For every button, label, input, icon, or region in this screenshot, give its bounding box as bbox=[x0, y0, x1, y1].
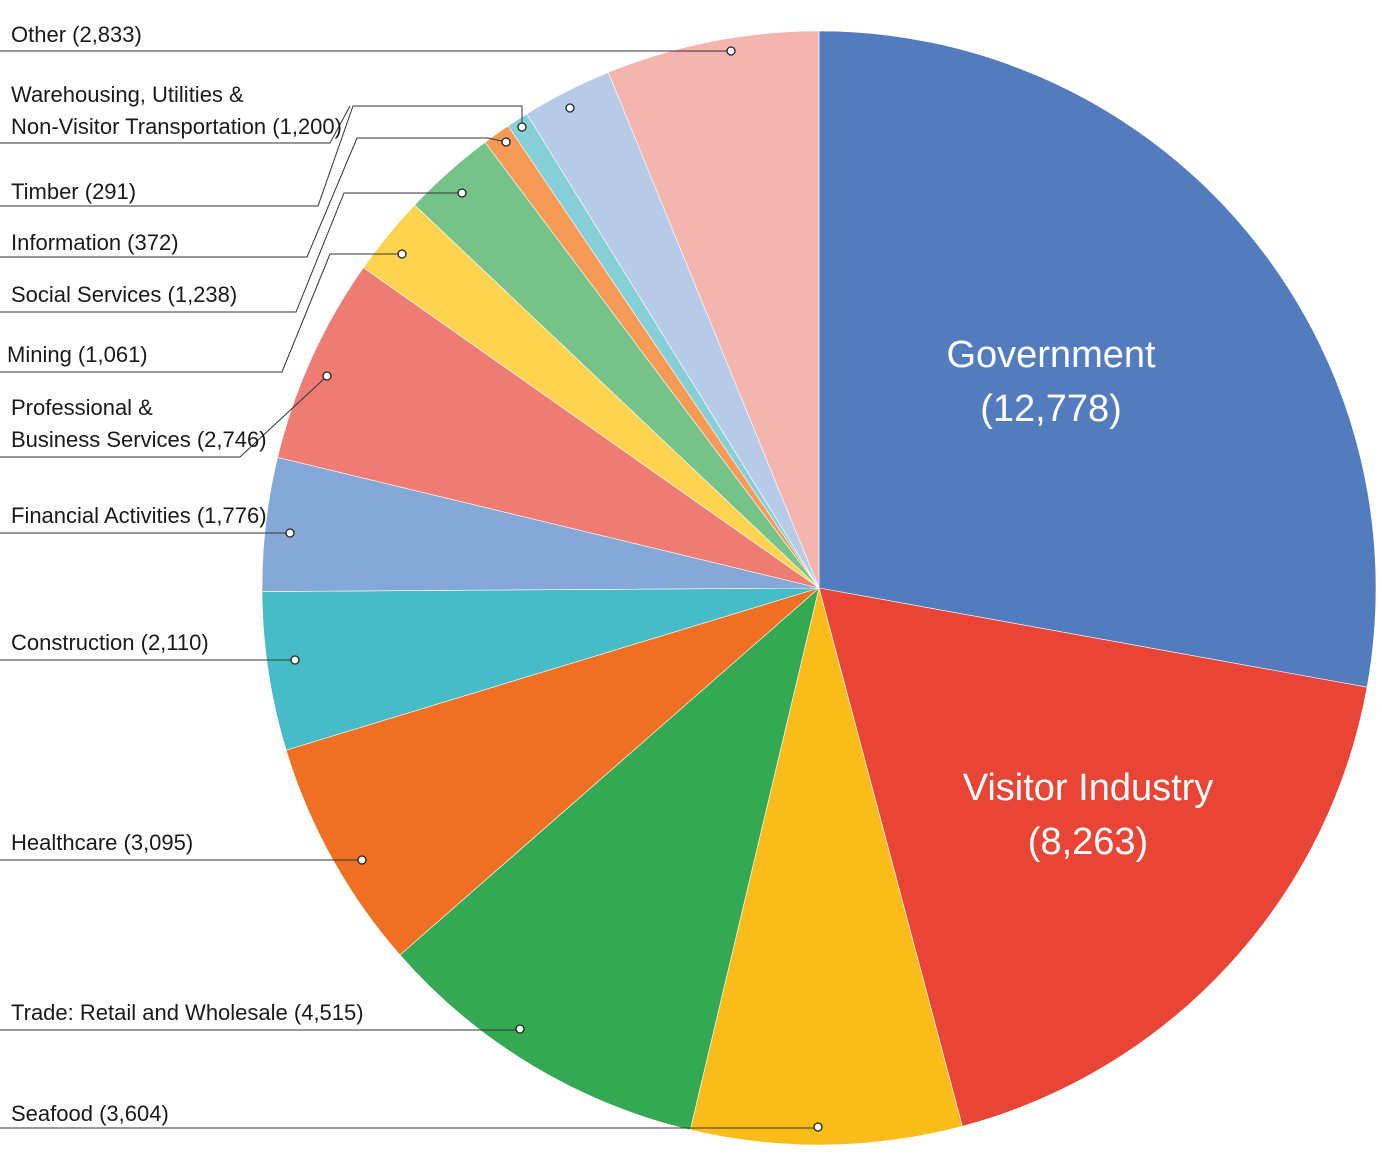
slice-label-timber: Timber (291) bbox=[11, 179, 136, 204]
slice-label-seafood: Seafood (3,604) bbox=[11, 1101, 169, 1126]
slice-label-other: Other (2,833) bbox=[11, 22, 142, 47]
pie-slices bbox=[261, 30, 1377, 1146]
slice-label-financial-activities: Financial Activities (1,776) bbox=[11, 503, 267, 528]
leader-dot-mining bbox=[397, 249, 407, 259]
leader-line-mining bbox=[0, 253, 402, 373]
leader-dot-financial-activities bbox=[285, 528, 295, 538]
pie-slice-healthcare bbox=[285, 587, 820, 956]
slice-label-healthcare: Healthcare (3,095) bbox=[11, 830, 193, 855]
pie-slice-government bbox=[818, 30, 1377, 688]
slice-label-mining: Mining (1,061) bbox=[7, 342, 148, 367]
leader-line-timber bbox=[0, 105, 523, 207]
leader-dot-other bbox=[726, 46, 736, 56]
slice-label-construction: Construction (2,110) bbox=[11, 630, 209, 655]
leader-dot-social-services bbox=[457, 188, 467, 198]
pie-slice-construction bbox=[261, 587, 820, 751]
leader-dot-trade-retail-and-wholesale bbox=[515, 1024, 525, 1034]
leader-dot-information bbox=[501, 137, 511, 147]
pie-slice-trade-retail-and-wholesale bbox=[399, 587, 820, 1131]
slice-label-warehousing-utilities-non-visitor-transportation: Warehousing, Utilities & Non-Visitor Tran… bbox=[11, 82, 342, 139]
pie-inside-labels: Government (12,778) Visitor Industry (8,263… bbox=[946, 334, 1213, 863]
slice-label-information: Information (372) bbox=[11, 230, 179, 255]
pie-external-labels: Seafood (3,604) Trade: Retail and Wholesa… bbox=[7, 22, 364, 1126]
leader-dot-healthcare bbox=[357, 855, 367, 865]
pie-slice-professional-business-services bbox=[277, 267, 820, 589]
leader-line-social-services bbox=[0, 192, 462, 313]
leader-dot-warehousing-utilities-non-visitor-transportation bbox=[565, 103, 575, 113]
slice-label-social-services: Social Services (1,238) bbox=[11, 282, 237, 307]
leader-dot-seafood bbox=[813, 1122, 823, 1132]
leader-line-professional-business-services bbox=[0, 375, 328, 458]
leader-dot-timber bbox=[517, 122, 527, 132]
pie-slice-visitor-industry bbox=[818, 587, 1368, 1127]
slice-label-trade-retail-and-wholesale: Trade: Retail and Wholesale (4,515) bbox=[11, 1000, 364, 1025]
slice-label-professional-business-services: Professional & Business Services (2,746) bbox=[11, 395, 267, 452]
leader-line-information bbox=[0, 137, 507, 258]
slice-label-visitor-industry: Visitor Industry (8,263) bbox=[963, 767, 1214, 863]
pie-leader-lines bbox=[0, 46, 823, 1132]
pie-slice-other bbox=[607, 30, 820, 589]
leader-dot-professional-business-services bbox=[322, 371, 332, 381]
pie-slice-seafood bbox=[689, 587, 963, 1146]
leader-dot-construction bbox=[290, 655, 300, 665]
slice-label-government: Government (12,778) bbox=[946, 334, 1156, 430]
leader-line-warehousing-utilities-non-visitor-transportation bbox=[0, 105, 351, 144]
